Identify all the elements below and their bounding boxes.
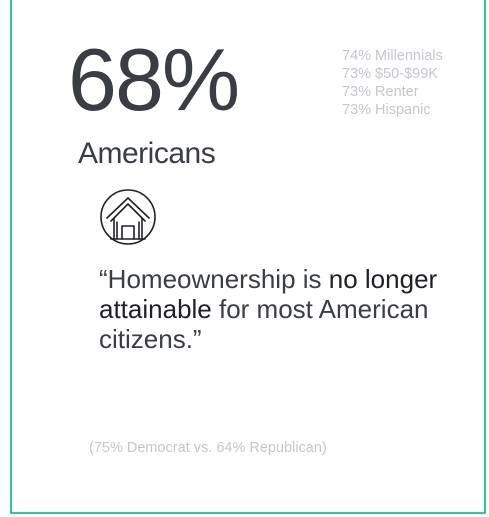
breakdown-item: 74% Millennials xyxy=(342,48,443,64)
demographic-breakdown: 74% Millennials 73% $50-$99K 73% Renter … xyxy=(342,47,443,119)
quote-open-mark: “ xyxy=(99,264,108,294)
headline-percentage: 68% xyxy=(68,30,240,129)
quote-close-mark: ” xyxy=(192,324,202,354)
quote-part-2: for most American citizens. xyxy=(99,294,429,354)
quote-text: “Homeownership is no longer attainable f… xyxy=(99,264,439,354)
breakdown-item: 73% Renter xyxy=(342,84,419,100)
stat-card xyxy=(10,0,486,514)
quote-emphasis: no longer attainable xyxy=(99,264,438,324)
party-footnote: (75% Democrat vs. 64% Republican) xyxy=(89,440,327,456)
quote-part-1: Homeownership is xyxy=(107,264,329,294)
headline-label: Americans xyxy=(78,137,216,170)
breakdown-item: 73% $50-$99K xyxy=(342,66,438,82)
house-icon xyxy=(99,188,157,246)
breakdown-item: 73% Hispanic xyxy=(342,102,431,118)
